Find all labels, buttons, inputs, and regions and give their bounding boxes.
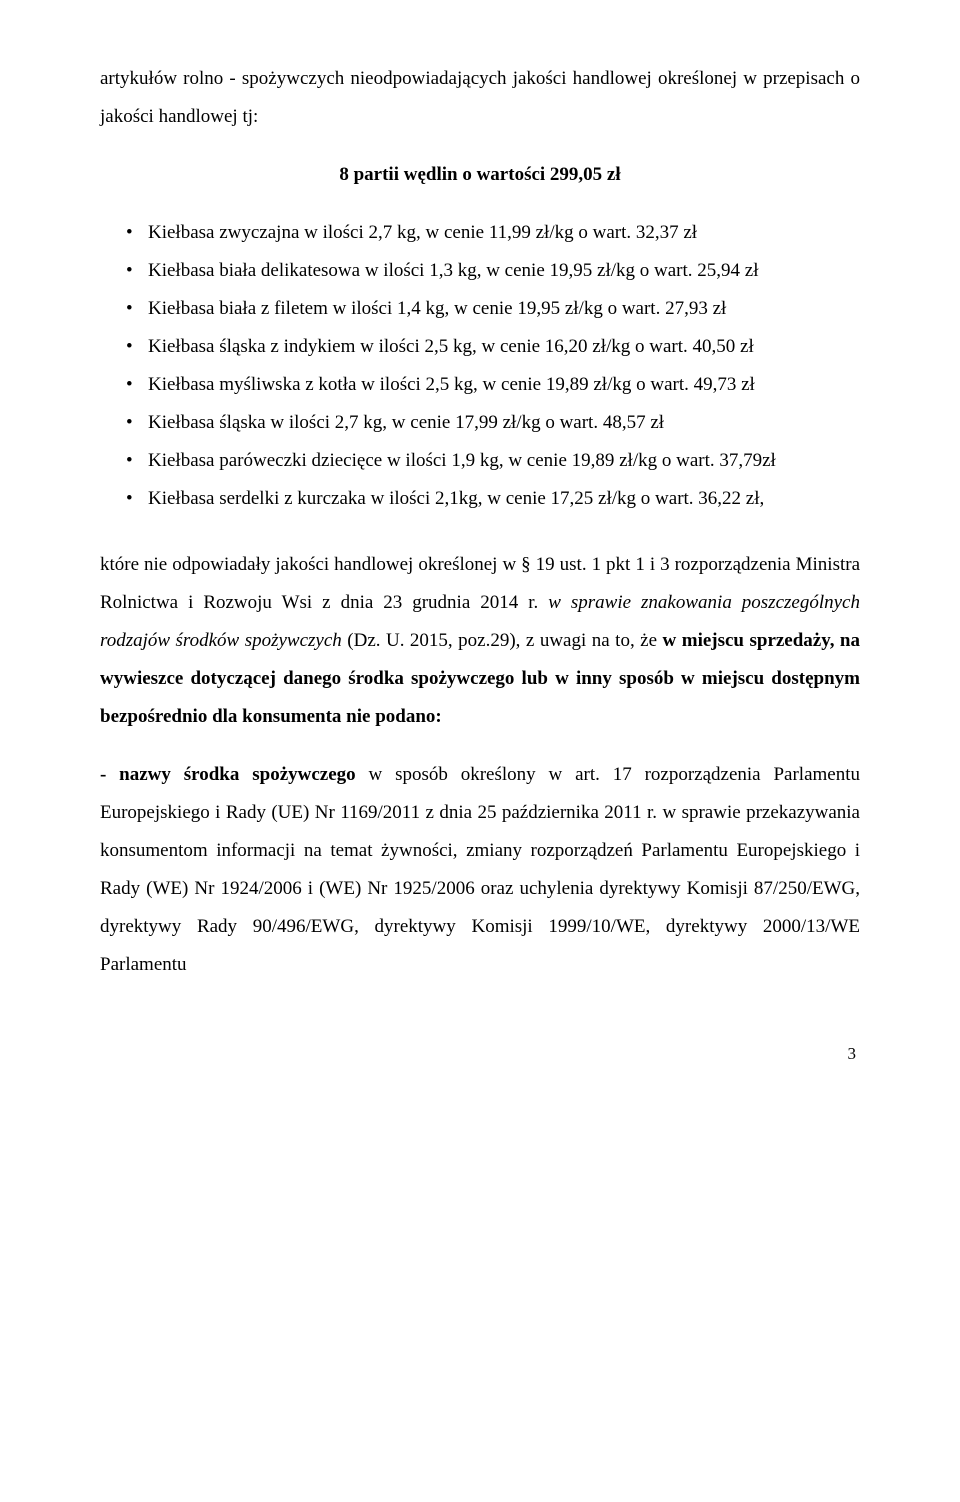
summary-bold: 8 partii wędlin o wartości 299,05 zł: [100, 156, 860, 194]
list-item: Kiełbasa śląska w ilości 2,7 kg, w cenie…: [100, 404, 860, 442]
para3-bold-lead: - nazwy środka spożywczego: [100, 764, 356, 785]
page-number: 3: [100, 1044, 860, 1064]
para3-rest: w sposób określony w art. 17 rozporządze…: [100, 764, 860, 975]
para2-post1: (Dz. U. 2015, poz.29), z uwagi na to, że: [342, 630, 663, 651]
list-item: Kiełbasa biała delikatesowa w ilości 1,3…: [100, 252, 860, 290]
list-item: Kiełbasa myśliwska z kotła w ilości 2,5 …: [100, 366, 860, 404]
intro-paragraph: artykułów rolno - spożywczych nieodpowia…: [100, 60, 860, 136]
list-item: Kiełbasa paróweczki dziecięce w ilości 1…: [100, 442, 860, 480]
bullet-list: Kiełbasa zwyczajna w ilości 2,7 kg, w ce…: [100, 214, 860, 518]
list-item: Kiełbasa biała z filetem w ilości 1,4 kg…: [100, 290, 860, 328]
list-item: Kiełbasa zwyczajna w ilości 2,7 kg, w ce…: [100, 214, 860, 252]
page-container: artykułów rolno - spożywczych nieodpowia…: [0, 0, 960, 1104]
list-item: Kiełbasa śląska z indykiem w ilości 2,5 …: [100, 328, 860, 366]
paragraph-3: - nazwy środka spożywczego w sposób okre…: [100, 756, 860, 984]
paragraph-2: które nie odpowiadały jakości handlowej …: [100, 546, 860, 736]
list-item: Kiełbasa serdelki z kurczaka w ilości 2,…: [100, 480, 860, 518]
